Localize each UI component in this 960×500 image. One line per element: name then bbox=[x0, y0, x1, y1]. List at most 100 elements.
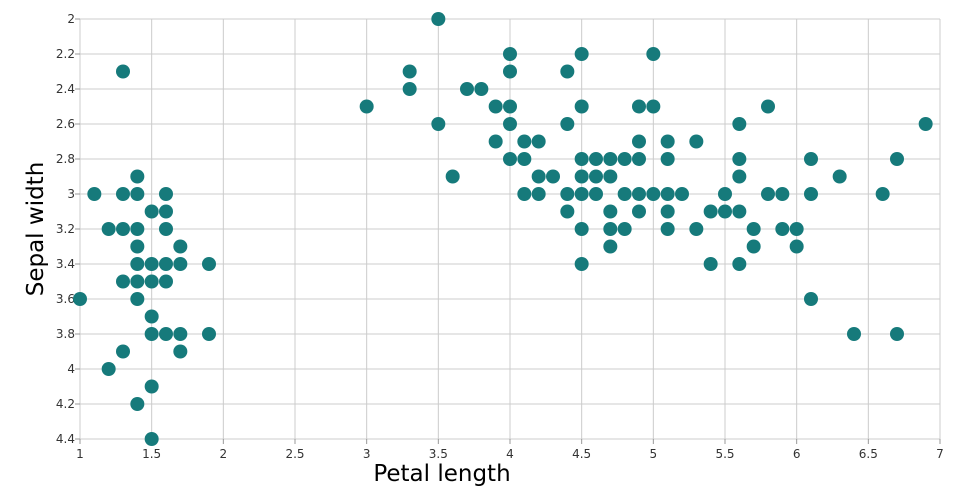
data-point bbox=[402, 82, 417, 96]
data-point bbox=[589, 169, 603, 184]
grid bbox=[79, 18, 941, 440]
data-point bbox=[173, 257, 188, 271]
data-point bbox=[144, 327, 159, 341]
data-point bbox=[660, 187, 675, 201]
data-point bbox=[144, 257, 159, 271]
data-point bbox=[359, 99, 374, 114]
x-axis-ticks: 1 1.5 2 2.5 3 3.5 4 4.5 5 5.5 6 6.5 7 bbox=[76, 439, 944, 461]
data-point bbox=[159, 327, 173, 341]
y-tick-label: 3.8 bbox=[56, 327, 75, 341]
data-point bbox=[173, 239, 188, 254]
data-point bbox=[503, 47, 517, 61]
data-point bbox=[73, 292, 87, 306]
data-point bbox=[159, 257, 173, 271]
data-point bbox=[159, 204, 173, 219]
data-point bbox=[574, 99, 589, 114]
data-points bbox=[73, 12, 933, 446]
x-tick-label: 1.5 bbox=[142, 447, 161, 461]
data-point bbox=[531, 134, 546, 149]
data-point bbox=[703, 204, 718, 219]
data-point bbox=[847, 327, 861, 341]
data-point bbox=[890, 327, 904, 341]
data-point bbox=[173, 344, 188, 359]
data-point bbox=[531, 169, 546, 184]
data-point bbox=[130, 169, 145, 184]
x-tick-label: 6 bbox=[793, 447, 801, 461]
data-point bbox=[804, 152, 818, 166]
data-point bbox=[130, 239, 145, 254]
data-point bbox=[603, 239, 618, 254]
data-point bbox=[116, 187, 130, 201]
x-tick-label: 5 bbox=[650, 447, 658, 461]
data-point bbox=[574, 47, 589, 61]
data-point bbox=[560, 204, 575, 219]
data-point bbox=[574, 152, 589, 166]
x-tick-label: 7 bbox=[936, 447, 944, 461]
data-point bbox=[130, 292, 145, 306]
data-point bbox=[101, 362, 116, 376]
data-point bbox=[474, 82, 489, 96]
data-point bbox=[574, 169, 589, 184]
data-point bbox=[173, 327, 188, 341]
data-point bbox=[632, 99, 646, 114]
y-tick-label: 4 bbox=[67, 362, 75, 376]
data-point bbox=[732, 169, 747, 184]
data-point bbox=[689, 134, 704, 149]
data-point bbox=[603, 169, 618, 184]
data-point bbox=[918, 117, 933, 131]
data-point bbox=[574, 187, 589, 201]
data-point bbox=[574, 257, 589, 271]
data-point bbox=[144, 204, 159, 219]
data-point bbox=[832, 169, 847, 184]
x-tick-label: 3.5 bbox=[429, 447, 448, 461]
x-tick-label: 4.5 bbox=[572, 447, 591, 461]
data-point bbox=[560, 117, 575, 131]
y-tick-label: 2.2 bbox=[56, 47, 75, 61]
data-point bbox=[202, 257, 216, 271]
data-point bbox=[503, 99, 517, 114]
data-point bbox=[159, 222, 173, 236]
data-point bbox=[646, 99, 661, 114]
data-point bbox=[761, 99, 775, 114]
y-tick-label: 4.4 bbox=[56, 432, 75, 446]
data-point bbox=[144, 274, 159, 289]
y-tick-label: 3 bbox=[67, 187, 75, 201]
data-point bbox=[603, 204, 618, 219]
data-point bbox=[87, 187, 102, 201]
data-point bbox=[732, 152, 747, 166]
data-point bbox=[646, 187, 661, 201]
data-point bbox=[560, 64, 575, 79]
data-point bbox=[402, 64, 417, 79]
data-point bbox=[488, 134, 503, 149]
data-point bbox=[159, 274, 173, 289]
data-point bbox=[746, 239, 761, 254]
x-tick-label: 5.5 bbox=[715, 447, 734, 461]
data-point bbox=[603, 152, 618, 166]
data-point bbox=[116, 222, 130, 236]
y-tick-label: 3.2 bbox=[56, 222, 75, 236]
data-point bbox=[574, 222, 589, 236]
x-tick-label: 2 bbox=[220, 447, 228, 461]
data-point bbox=[445, 169, 460, 184]
y-tick-label: 3.6 bbox=[56, 292, 75, 306]
data-point bbox=[560, 187, 575, 201]
data-point bbox=[517, 134, 532, 149]
data-point bbox=[460, 82, 474, 96]
x-tick-label: 1 bbox=[76, 447, 84, 461]
y-axis-title: Sepal width bbox=[23, 162, 49, 297]
data-point bbox=[589, 187, 603, 201]
data-point bbox=[804, 292, 818, 306]
data-point bbox=[130, 274, 145, 289]
data-point bbox=[732, 257, 747, 271]
data-point bbox=[130, 397, 145, 411]
data-point bbox=[503, 117, 517, 131]
data-point bbox=[660, 204, 675, 219]
y-tick-label: 4.2 bbox=[56, 397, 75, 411]
data-point bbox=[632, 152, 646, 166]
data-point bbox=[431, 12, 446, 26]
data-point bbox=[531, 187, 546, 201]
data-point bbox=[689, 222, 704, 236]
data-point bbox=[732, 204, 747, 219]
data-point bbox=[130, 187, 145, 201]
data-point bbox=[202, 327, 216, 341]
